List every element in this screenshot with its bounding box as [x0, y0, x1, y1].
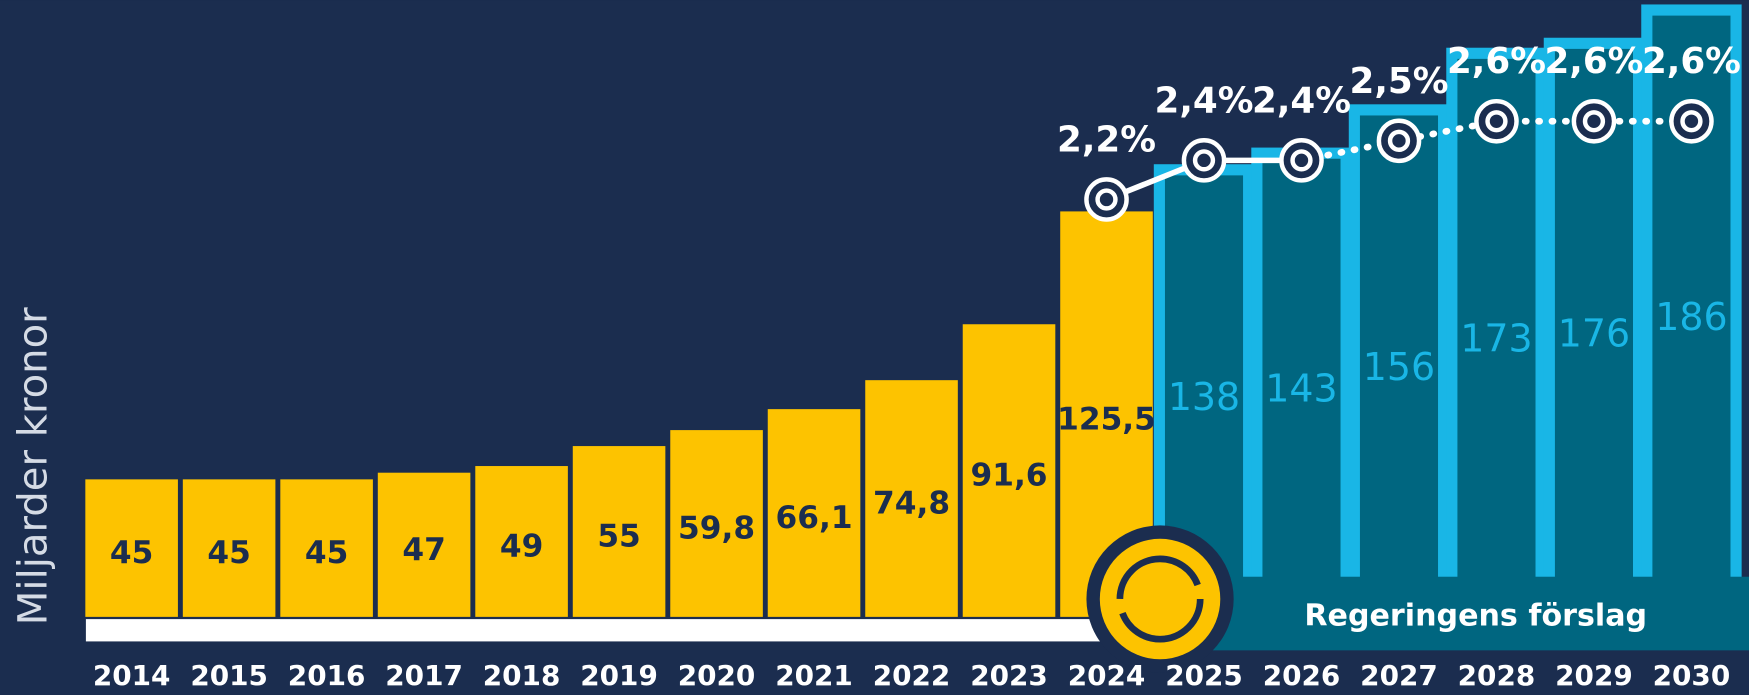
- x-tick-label: 2024: [1068, 659, 1146, 692]
- value-label: 74,8: [873, 486, 950, 522]
- point-core: [1680, 110, 1703, 133]
- value-label: 2,5%: [1349, 61, 1448, 102]
- bar: [280, 479, 373, 617]
- value-label: 2,6%: [1642, 41, 1741, 82]
- bar: [377, 472, 471, 617]
- value-label: 2,4%: [1252, 80, 1351, 121]
- bar: [85, 479, 178, 617]
- x-tick-label: 2016: [288, 659, 366, 692]
- point: [1376, 118, 1422, 164]
- value-label: 66,1: [776, 500, 853, 536]
- point: [1084, 177, 1129, 222]
- point-core: [1192, 149, 1216, 172]
- bar: [182, 479, 276, 617]
- value-label: 47: [402, 532, 445, 568]
- value-label: 173: [1460, 317, 1532, 361]
- x-tick-label: 2015: [190, 659, 268, 692]
- point: [1571, 98, 1617, 144]
- value-label: 45: [305, 535, 348, 571]
- bar: [1348, 104, 1450, 594]
- point-core: [1290, 149, 1313, 172]
- x-tick-label: 2030: [1653, 659, 1731, 692]
- panel: [1160, 576, 1749, 651]
- value-label: 59,8: [678, 511, 755, 547]
- point: [1669, 98, 1714, 144]
- x-tick-label: 2020: [678, 659, 756, 692]
- x-tick-label: 2027: [1360, 659, 1438, 692]
- value-label: 156: [1363, 345, 1435, 389]
- value-label: 2,4%: [1155, 80, 1254, 121]
- point: [1279, 138, 1324, 183]
- x-tick-label: 2022: [873, 659, 951, 692]
- point-core: [1485, 110, 1508, 133]
- value-label: 91,6: [971, 458, 1048, 494]
- y-axis-label: Miljarder kronor: [11, 307, 57, 625]
- x-tick-label: 2014: [93, 659, 171, 692]
- value-label: 2,6%: [1447, 41, 1546, 82]
- value-label: 2,2%: [1057, 119, 1156, 160]
- bar: [572, 446, 666, 617]
- annotation: Regeringens förslag: [1304, 598, 1647, 633]
- bar: [767, 409, 861, 617]
- bar: [1153, 164, 1255, 594]
- point: [1474, 98, 1519, 144]
- value-label: 55: [597, 519, 640, 555]
- x-tick-label: 2018: [483, 659, 561, 692]
- point-core: [1387, 129, 1411, 152]
- point: [1181, 138, 1227, 183]
- value-label: 45: [207, 535, 250, 571]
- x-tick-label: 2026: [1263, 659, 1341, 692]
- x-tick-label: 2021: [775, 659, 853, 692]
- value-label: 45: [110, 535, 153, 571]
- value-label: 2,6%: [1544, 41, 1643, 82]
- base-strip: [85, 619, 1161, 642]
- point-core: [1095, 188, 1118, 211]
- bar: [962, 324, 1056, 617]
- value-label: 176: [1558, 312, 1630, 356]
- bar: [475, 466, 568, 617]
- logo-ring: [1116, 555, 1204, 643]
- value-label: 125,5: [1057, 401, 1156, 437]
- x-tick-label: 2029: [1555, 659, 1633, 692]
- value-label: 186: [1655, 295, 1727, 339]
- x-tick-label: 2019: [580, 659, 658, 692]
- bar: [865, 380, 958, 617]
- value-label: 49: [500, 529, 543, 565]
- x-tick-label: 2023: [970, 659, 1048, 692]
- x-tick-label: 2028: [1458, 659, 1536, 692]
- value-label: 143: [1265, 367, 1337, 411]
- value-label: 138: [1168, 375, 1240, 419]
- x-tick-label: 2017: [385, 659, 463, 692]
- x-tick-label: 2025: [1165, 659, 1243, 692]
- point-core: [1582, 110, 1606, 133]
- bar: [670, 430, 763, 617]
